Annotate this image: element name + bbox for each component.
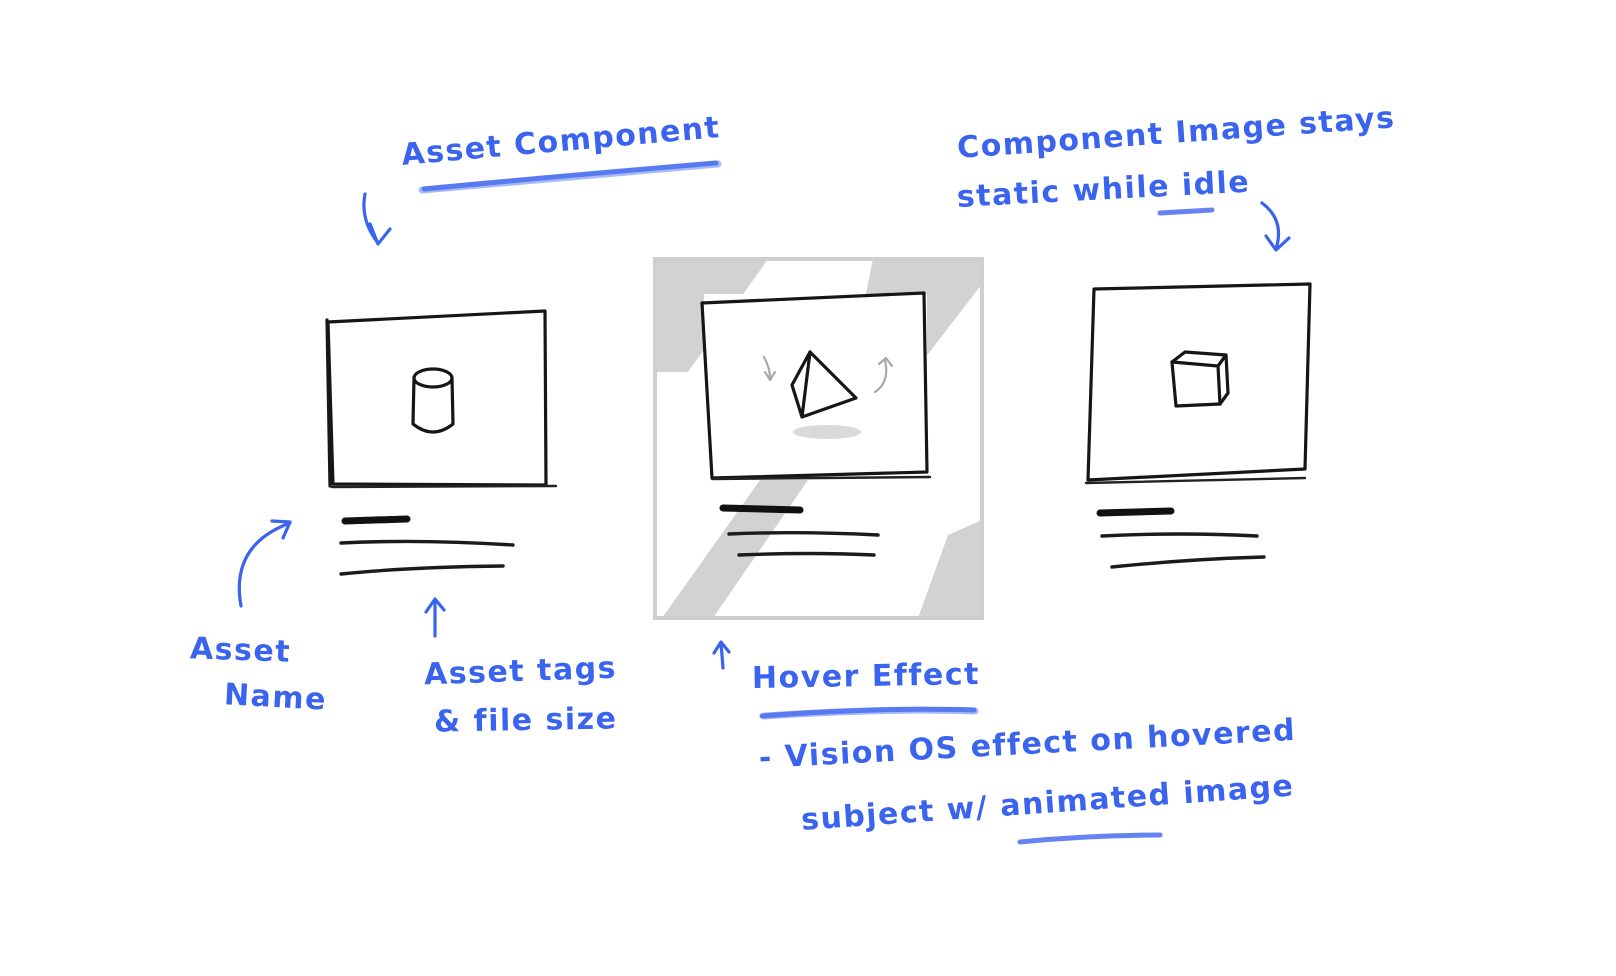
asset-tags-line [1100,532,1259,538]
asset-image-frame [700,291,929,480]
cylinder-icon [411,367,455,434]
note-asset-name-line2: Name [223,677,328,718]
asset-image-frame [1086,282,1312,482]
asset-tags-line [727,531,880,537]
note-hover-effect: Hover Effect [751,657,981,696]
note-asset-tags-line1: Asset tags [423,650,618,693]
asset-name-bar [719,504,804,514]
arrow-to-asset-name [237,519,292,608]
cube-icon [1170,350,1230,408]
asset-card-left[interactable] [325,309,558,576]
arrow-down-asset-component [362,192,392,246]
asset-card-right[interactable] [1084,282,1312,569]
arrow-down-component-image [1260,201,1291,252]
idle-underline [1157,207,1215,216]
asset-name-bar [1096,507,1175,517]
file-size-line [737,551,876,557]
asset-tags-line [339,539,515,547]
arrow-up-asset-tags [424,597,446,638]
animated-underline [1017,832,1163,845]
note-asset-tags-line2: & file size [433,701,618,740]
asset-image-frame [325,309,548,488]
note-asset-name-line1: Asset [189,631,292,670]
file-size-line [339,564,505,576]
file-size-line [1110,555,1266,569]
asset-name-bar [341,515,411,525]
asset-component-underline [421,160,719,192]
arrow-up-hover [712,640,731,670]
rotate-right-icon [873,356,894,394]
annotation-arrows [237,160,1291,845]
hover-effect-underline [759,706,977,719]
asset-card-middle-hovered[interactable] [700,291,932,557]
pyramid-icon [762,350,894,439]
rotate-left-icon [762,355,777,382]
